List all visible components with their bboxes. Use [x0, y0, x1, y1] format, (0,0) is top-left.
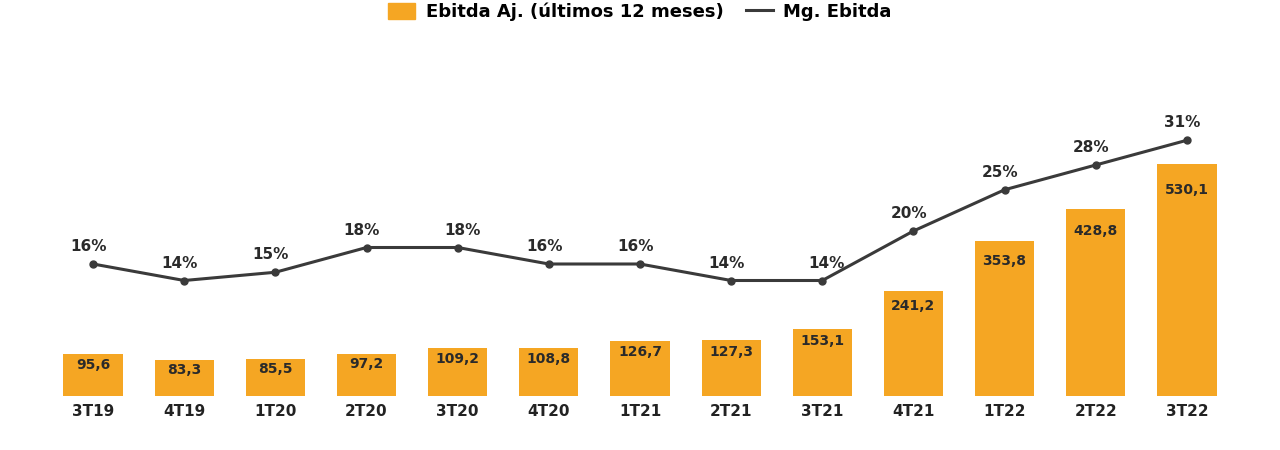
Text: 97,2: 97,2	[349, 357, 384, 371]
Text: 85,5: 85,5	[259, 362, 293, 376]
Bar	[1157, 164, 1216, 396]
Text: 16%: 16%	[526, 239, 562, 254]
Text: 16%: 16%	[617, 239, 654, 254]
Text: 25%: 25%	[982, 165, 1019, 180]
Text: 20%: 20%	[891, 206, 927, 221]
Text: 108,8: 108,8	[527, 352, 571, 366]
Text: 530,1: 530,1	[1165, 183, 1208, 197]
Bar	[611, 341, 669, 396]
Text: 353,8: 353,8	[983, 254, 1027, 268]
Bar	[246, 359, 305, 396]
Bar	[64, 354, 123, 396]
Text: 14%: 14%	[809, 256, 845, 270]
Text: 15%: 15%	[252, 248, 289, 262]
Text: 83,3: 83,3	[168, 363, 201, 377]
Text: 14%: 14%	[161, 256, 198, 270]
Text: 126,7: 126,7	[618, 345, 662, 359]
Bar	[701, 340, 760, 396]
Bar	[520, 348, 579, 396]
Text: 428,8: 428,8	[1074, 224, 1117, 238]
Text: 241,2: 241,2	[891, 299, 936, 313]
Text: 153,1: 153,1	[800, 334, 845, 348]
Text: 18%: 18%	[344, 223, 380, 238]
Text: 127,3: 127,3	[709, 345, 753, 359]
Text: 14%: 14%	[708, 256, 745, 270]
Text: 16%: 16%	[70, 239, 106, 254]
Bar	[975, 242, 1034, 396]
Bar	[883, 291, 943, 396]
Text: 28%: 28%	[1073, 140, 1110, 155]
Text: 18%: 18%	[444, 223, 480, 238]
Bar	[1066, 209, 1125, 396]
Bar	[792, 329, 852, 396]
Bar	[428, 348, 488, 396]
Text: 95,6: 95,6	[76, 358, 110, 372]
Bar	[155, 360, 214, 396]
Text: 109,2: 109,2	[435, 352, 480, 366]
Bar	[337, 354, 397, 396]
Text: 31%: 31%	[1165, 115, 1201, 130]
Legend: Ebitda Aj. (últimos 12 meses), Mg. Ebitda: Ebitda Aj. (últimos 12 meses), Mg. Ebitd…	[381, 0, 899, 28]
